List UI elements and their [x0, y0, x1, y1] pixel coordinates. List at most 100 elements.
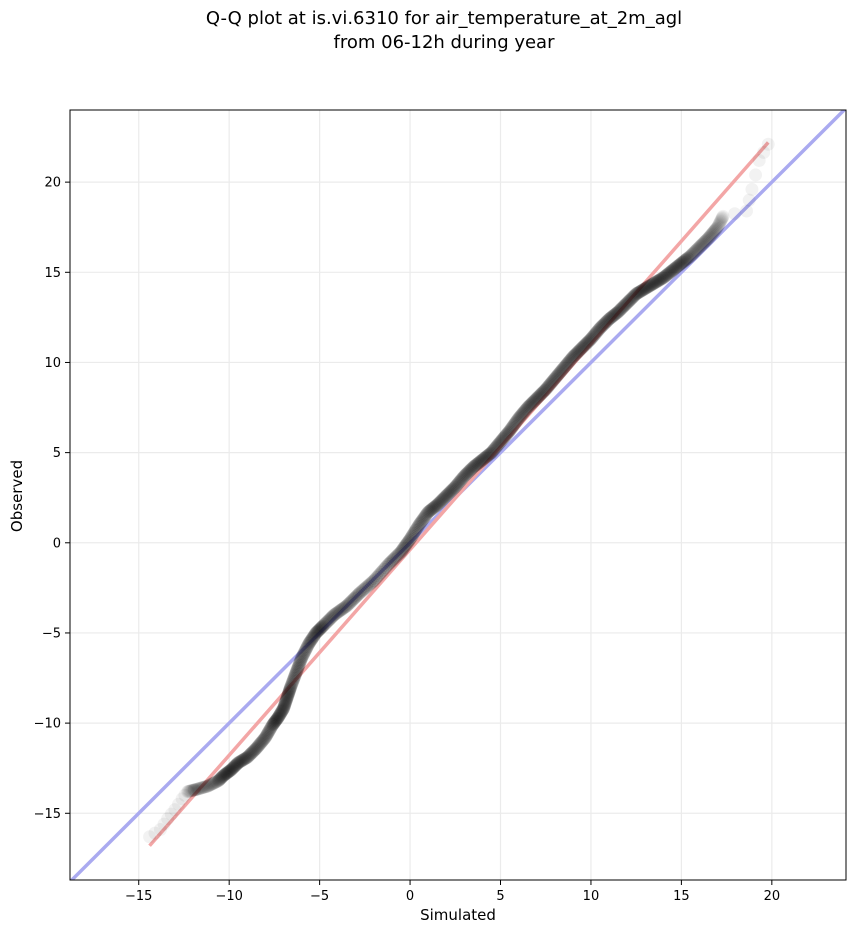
- quantile-point-interp: [459, 467, 473, 481]
- quantile-point-interp: [503, 423, 517, 437]
- quantile-point-interp: [681, 251, 695, 265]
- quantile-point-interp: [316, 619, 330, 633]
- quantile-point-interp: [239, 751, 253, 765]
- quantile-point: [439, 489, 453, 503]
- quantile-point-interp: [225, 762, 239, 776]
- quantile-point-interp: [536, 385, 550, 399]
- quantile-point-interp: [233, 755, 247, 769]
- quantile-point: [716, 209, 730, 223]
- quantile-point-interp: [280, 692, 294, 706]
- quantile-point-interp: [238, 752, 252, 766]
- quantile-point-interp: [384, 555, 398, 569]
- quantile-point: [217, 768, 231, 782]
- quantile-point-interp: [218, 767, 232, 781]
- quantile-point-interp: [267, 716, 281, 730]
- quantile-point-interp: [529, 392, 543, 406]
- quantile-point: [284, 680, 298, 694]
- quantile-point-interp: [715, 212, 729, 226]
- quantile-point: [309, 626, 323, 640]
- quantile-point-interp: [189, 782, 203, 796]
- quantile-point-interp: [484, 446, 498, 460]
- quantile-point-interp: [579, 337, 593, 351]
- quantile-point-interp: [700, 233, 714, 247]
- quantile-point-interp: [714, 213, 728, 227]
- quantile-point-interp: [232, 755, 246, 769]
- quantile-point-interp: [547, 373, 561, 387]
- quantile-point-interp: [276, 703, 290, 717]
- x-axis-label: Simulated: [420, 906, 496, 924]
- y-tick-label: −10: [34, 717, 61, 732]
- quantile-point-interp: [408, 524, 422, 538]
- quantile-point-interp: [607, 309, 621, 323]
- quantile-point-interp: [624, 292, 638, 306]
- quantile-point-interp: [285, 676, 299, 690]
- quantile-point-interp: [281, 689, 295, 703]
- quantile-point-interp: [476, 452, 490, 466]
- quantile-point-interp: [272, 710, 286, 724]
- quantile-point-interp: [449, 479, 463, 493]
- quantile-point-interp: [473, 455, 487, 469]
- quantile-point-interp: [599, 315, 613, 329]
- quantile-point: [702, 231, 716, 245]
- quantile-point-interp: [444, 484, 458, 498]
- quantile-point-interp: [257, 733, 271, 747]
- quantile-point-interp: [678, 253, 692, 267]
- quantile-point-interp: [710, 221, 724, 235]
- quantile-point-interp: [428, 499, 442, 513]
- quantile-point: [200, 779, 214, 793]
- quantile-point-interp: [703, 229, 717, 243]
- plot-content: [70, 110, 846, 880]
- quantile-point-interp: [569, 346, 583, 360]
- quantile-point-interp: [363, 577, 377, 591]
- quantile-point-interp: [582, 334, 596, 348]
- quantile-point-interp: [291, 661, 305, 675]
- quantile-point-interp: [402, 533, 416, 547]
- quantile-point-interp: [206, 777, 220, 791]
- quantile-point-interp: [250, 740, 264, 754]
- quantile-point-interp: [397, 541, 411, 555]
- quantile-point-interp: [671, 259, 685, 273]
- quantile-point-interp: [202, 779, 216, 793]
- quantile-point: [620, 296, 634, 310]
- quantile-point-interp: [215, 771, 229, 785]
- quantile-point-interp: [245, 746, 259, 760]
- quantile-point-interp: [215, 770, 229, 784]
- quantile-point: [674, 256, 688, 270]
- quantile-point-interp: [712, 218, 726, 232]
- quantile-point-interp: [488, 441, 502, 455]
- quantile-point-interp: [635, 284, 649, 298]
- quantile-point-interp: [308, 628, 322, 642]
- quantile-point: [503, 424, 517, 438]
- quantile-point-interp: [491, 438, 505, 452]
- quantile-point-interp: [426, 502, 440, 516]
- quantile-point-interp: [598, 316, 612, 330]
- quantile-point-interp: [192, 782, 206, 796]
- quantile-point-interp: [383, 556, 397, 570]
- quantile-point-interp: [549, 371, 563, 385]
- y-tick-label: −15: [34, 807, 61, 822]
- quantile-point-interp: [283, 683, 297, 697]
- quantile-point-interp: [389, 550, 403, 564]
- quantile-point-interp: [670, 260, 684, 274]
- quantile-point-interp: [585, 331, 599, 345]
- quantile-point-interp: [265, 719, 279, 733]
- quantile-point-interp: [559, 359, 573, 373]
- quantile-point: [448, 480, 462, 494]
- grid: [70, 110, 846, 880]
- quantile-point-interp: [399, 538, 413, 552]
- quantile-point-interp: [266, 717, 280, 731]
- quantile-point-interp: [541, 379, 555, 393]
- quantile-point-interp: [645, 277, 659, 291]
- quantile-point-interp: [256, 734, 270, 748]
- quantile-point-interp: [344, 595, 358, 609]
- quantile-point-interp: [460, 466, 474, 480]
- quantile-point-interp: [653, 273, 667, 287]
- quantile-point-interp: [622, 294, 636, 308]
- quantile-point-interp: [263, 723, 277, 737]
- y-tick-label: −5: [42, 626, 61, 641]
- quantile-point: [240, 750, 254, 764]
- x-tick-label: 20: [764, 889, 781, 904]
- quantile-point-interp: [203, 778, 217, 792]
- quantile-point-interp: [185, 784, 199, 798]
- quantile-point-interp: [523, 398, 537, 412]
